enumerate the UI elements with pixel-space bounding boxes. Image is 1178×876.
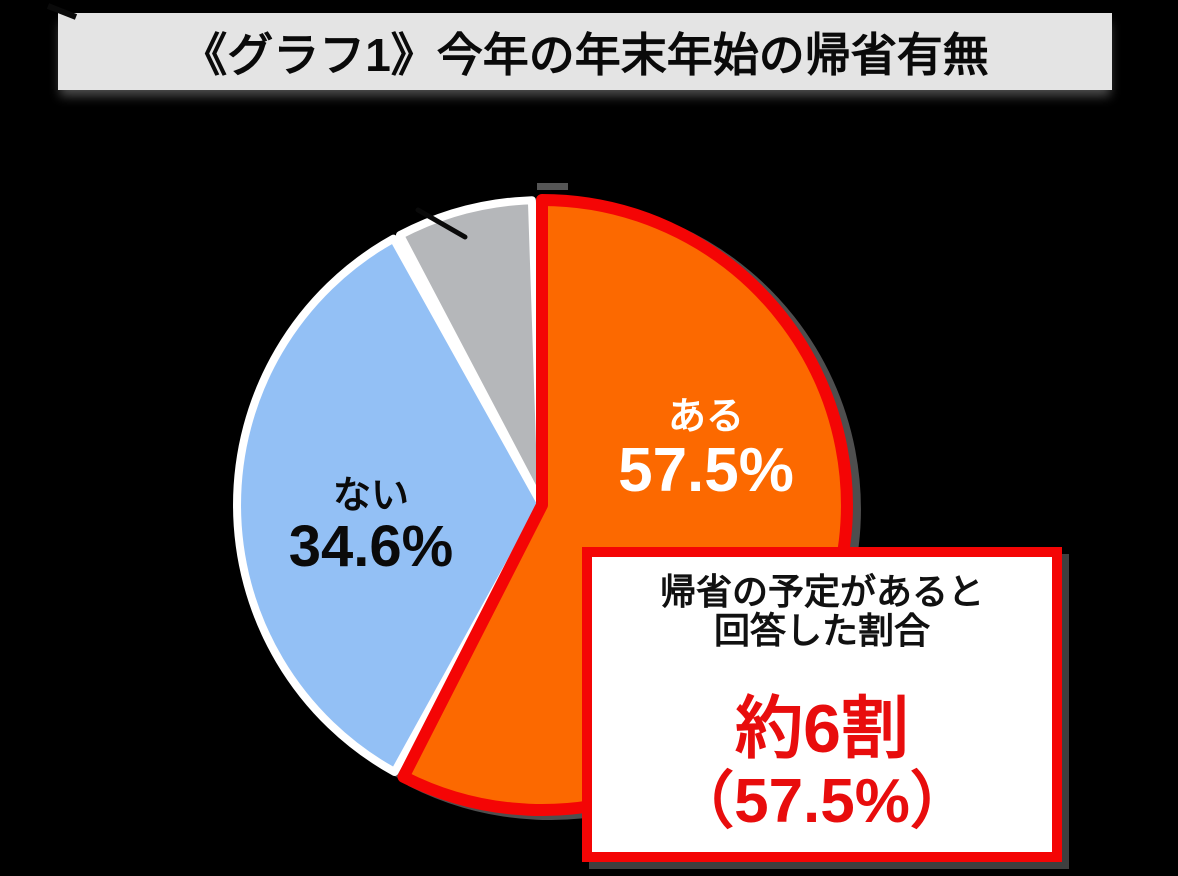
slice-label-nai-value: 34.6% [288, 514, 454, 579]
pie-slice-other [396, 196, 546, 509]
title-banner: 《グラフ1》今年の年末年始の帰省有無 [58, 13, 1112, 90]
banner-corner-artifact [46, 3, 78, 20]
callout-highlight-main: 約6割 [735, 690, 909, 767]
chart-title: 《グラフ1》今年の年末年始の帰省有無 [181, 28, 989, 81]
gray-slice-leader-line [415, 207, 468, 240]
callout-box: 帰省の予定があると 回答した割合 約6割 （57.5%） [582, 547, 1062, 862]
pie-slice-nai [233, 234, 546, 776]
slice-label-aru-value: 57.5% [618, 436, 794, 505]
callout-highlight-sub: （57.5%） [672, 766, 972, 836]
callout-line2: 回答した割合 [713, 609, 930, 651]
callout-line1: 帰省の予定があると [659, 571, 984, 612]
slice-label-nai-name: ない [332, 475, 409, 517]
pie-shadow-artifact [537, 183, 568, 190]
slice-label-aru-name: ある [667, 396, 744, 438]
